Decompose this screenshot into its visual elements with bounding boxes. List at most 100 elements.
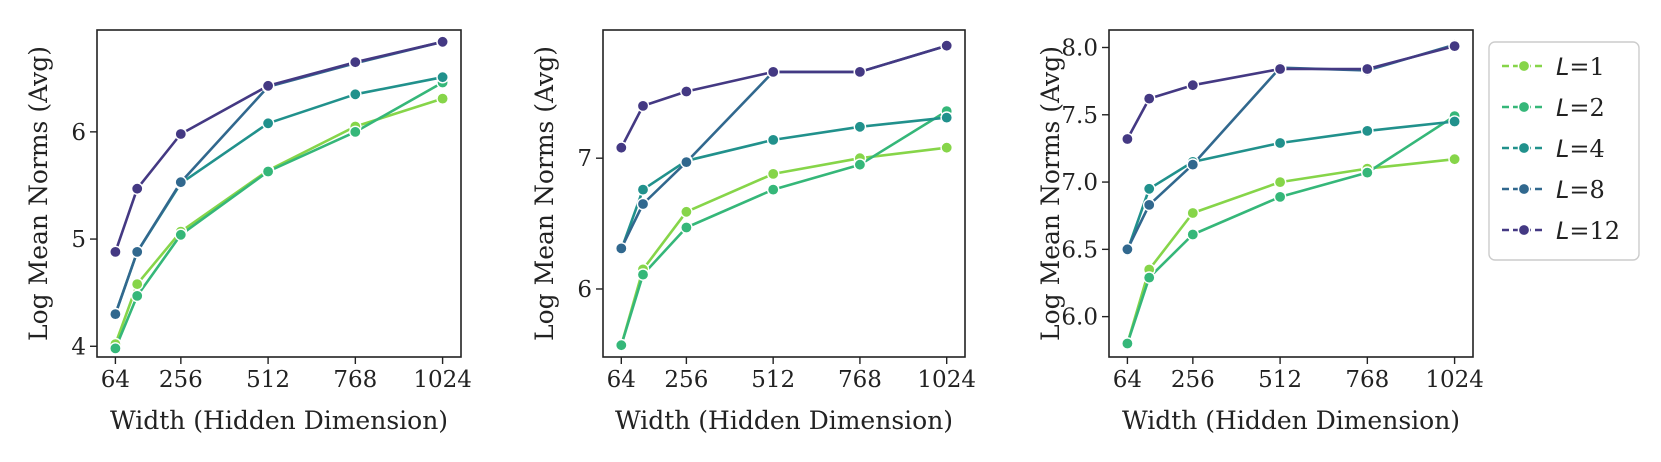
legend-marker-l12 [1517, 223, 1531, 237]
data-point-l12 [261, 79, 275, 93]
data-point-l1 [130, 277, 144, 291]
data-point-l12 [1186, 78, 1200, 92]
series-line-l1 [114, 97, 443, 345]
data-point-l8 [615, 242, 628, 255]
x-tick-label: 1024 [917, 367, 976, 393]
data-point-l2 [109, 342, 122, 355]
x-tick-label: 64 [101, 367, 130, 393]
x-tick-label: 1024 [413, 367, 472, 393]
data-point-l12 [766, 65, 780, 79]
data-point-l8 [1121, 242, 1134, 256]
data-point-l4 [436, 70, 449, 84]
x-tick-label: 64 [1113, 367, 1142, 393]
data-point-l4 [853, 120, 867, 134]
data-point-l4 [636, 183, 650, 196]
legend-label-l2: L=2 [1556, 94, 1605, 122]
data-point-l8 [636, 197, 650, 211]
data-point-l12 [1361, 62, 1374, 76]
data-point-l2 [1142, 271, 1156, 284]
data-point-l2 [261, 165, 275, 178]
legend-label-l8: L=8 [1556, 176, 1605, 204]
legend-label-l1: L=1 [1556, 53, 1605, 81]
data-point-l12 [436, 35, 449, 49]
series-line-l12 [620, 44, 948, 149]
data-point-l2 [1121, 337, 1134, 350]
data-point-l2 [853, 158, 867, 171]
subplot-1: 64 256 512 768 1024 4 5 6 Width (Hidden Dimensio… [24, 29, 472, 435]
subplot-2: 64 256 512 768 1024 6 7 Width (Hidden Dimension… [530, 29, 976, 435]
data-point-l12 [636, 99, 650, 113]
data-point-l4 [1142, 182, 1156, 196]
plot-frame [602, 29, 966, 358]
legend: L=1 L=2 L=4 L=8 L=12 [1488, 41, 1640, 261]
y-tick-label: 8.0 [1061, 35, 1098, 61]
x-tick-label: 256 [664, 367, 708, 393]
plot-frame [1108, 29, 1474, 358]
x-axis-label: Width (Hidden Dimension) [1122, 406, 1460, 435]
data-point-l12 [615, 141, 628, 154]
y-tick-label: 7.5 [1061, 103, 1098, 129]
x-tick-label: 768 [333, 367, 377, 393]
data-point-l4 [940, 111, 954, 124]
data-point-l2 [680, 221, 693, 234]
data-point-l1 [680, 205, 693, 219]
x-tick-label: 256 [1171, 367, 1215, 393]
x-axis-label: Width (Hidden Dimension) [110, 406, 448, 435]
legend-marker-l4 [1517, 141, 1531, 155]
x-tick-label: 768 [1345, 367, 1389, 393]
data-point-l2 [130, 289, 144, 303]
y-axis-label: Log Mean Norms (Avg) [24, 46, 53, 341]
series-line-l2 [114, 81, 444, 349]
data-point-l2 [1186, 228, 1200, 241]
data-point-l1 [1186, 206, 1200, 220]
data-point-l2 [1361, 166, 1374, 179]
data-point-l4 [1361, 124, 1374, 138]
data-point-l8 [109, 307, 122, 321]
series-line-l12 [1126, 44, 1455, 140]
data-point-l8 [680, 155, 693, 169]
x-tick-label: 64 [607, 367, 636, 393]
y-tick-label: 7 [577, 146, 592, 172]
series-line-l4 [620, 116, 947, 251]
data-point-l4 [1448, 115, 1461, 128]
series-line-l12 [114, 40, 443, 253]
x-tick-label: 512 [246, 367, 290, 393]
data-point-l2 [1273, 190, 1287, 204]
data-point-l8 [1142, 198, 1156, 212]
legend-label-l4: L=4 [1556, 135, 1605, 163]
y-tick-label: 4 [71, 334, 86, 360]
series-line-l4 [114, 75, 443, 315]
data-point-l12 [348, 55, 362, 69]
x-tick-label: 512 [1258, 367, 1302, 393]
y-tick-label: 6.0 [1061, 305, 1098, 331]
series-line-l8 [620, 44, 948, 249]
x-axis-label: Width (Hidden Dimension) [615, 406, 953, 435]
x-tick-label: 768 [838, 367, 882, 393]
data-point-l12 [1121, 132, 1134, 146]
data-point-l12 [1142, 92, 1156, 105]
data-point-l12 [109, 245, 122, 259]
legend-frame [1488, 41, 1640, 261]
data-point-l2 [615, 338, 628, 352]
data-point-l2 [636, 268, 650, 281]
data-point-l4 [766, 133, 780, 147]
legend-marker-l8 [1517, 182, 1531, 196]
data-point-l12 [853, 65, 867, 79]
data-point-l2 [174, 228, 188, 242]
data-point-l1 [1448, 152, 1461, 166]
data-point-l1 [436, 92, 449, 105]
subplot-3: 64 256 512 768 1024 6.0 6.5 7.0 7.5 8.0 Width (Hid… [1036, 29, 1484, 435]
y-tick-label: 6 [71, 120, 86, 146]
x-tick-label: 1024 [1425, 367, 1484, 393]
data-point-l4 [261, 117, 275, 130]
data-point-l4 [348, 88, 362, 101]
y-tick-label: 6 [577, 277, 592, 303]
data-point-l1 [1273, 175, 1287, 189]
x-tick-label: 512 [751, 367, 795, 393]
data-point-l12 [1448, 39, 1461, 53]
y-tick-label: 5 [71, 227, 86, 253]
y-axis-label: Log Mean Norms (Avg) [530, 46, 559, 341]
plot-frame [96, 29, 462, 358]
legend-label-l12: L=12 [1556, 217, 1620, 245]
